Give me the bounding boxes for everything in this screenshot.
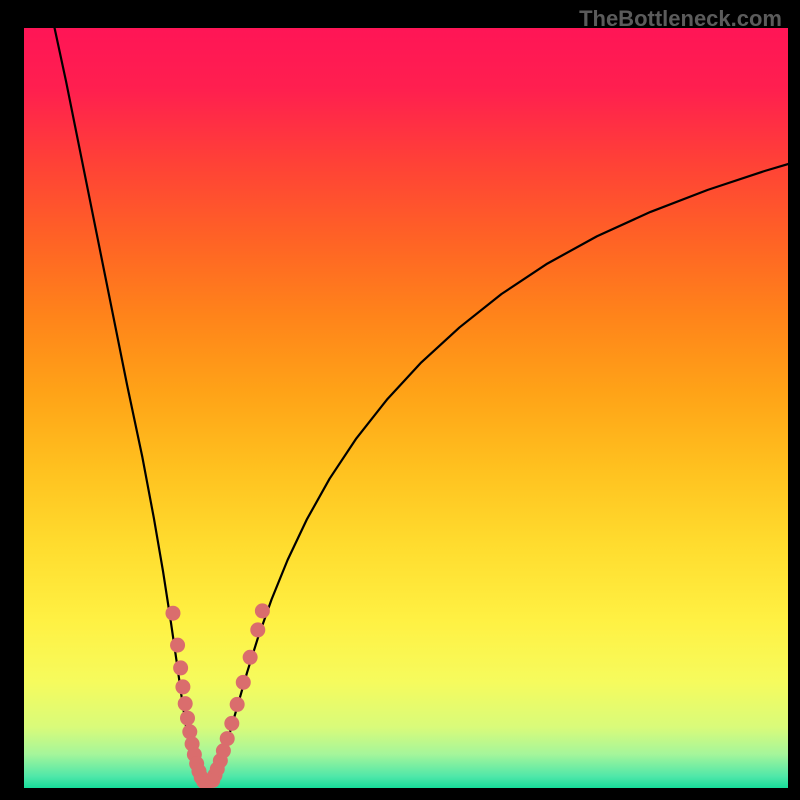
marker-right-7 xyxy=(230,697,245,712)
bottleneck-curve-chart xyxy=(24,28,788,788)
marker-left-0 xyxy=(165,606,180,621)
marker-right-9 xyxy=(243,650,258,665)
marker-left-4 xyxy=(178,696,193,711)
chart-plot-area xyxy=(24,28,788,788)
marker-left-2 xyxy=(173,660,188,675)
marker-left-5 xyxy=(180,711,195,726)
marker-right-5 xyxy=(220,731,235,746)
chart-background xyxy=(24,28,788,788)
marker-right-8 xyxy=(236,675,251,690)
marker-left-3 xyxy=(175,679,190,694)
marker-right-6 xyxy=(224,716,239,731)
marker-right-11 xyxy=(255,603,270,618)
marker-left-1 xyxy=(170,638,185,653)
marker-right-10 xyxy=(250,622,265,637)
